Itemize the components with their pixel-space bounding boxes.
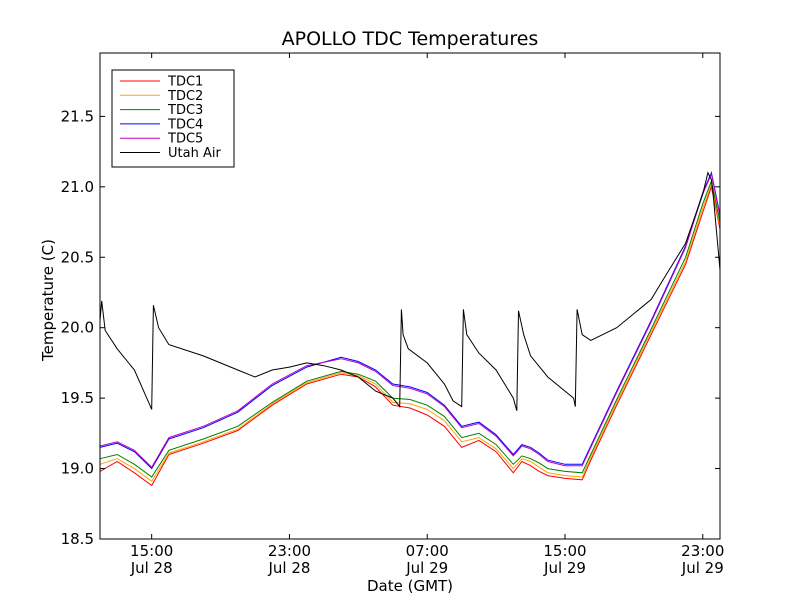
series-line-tdc3: [99, 179, 721, 478]
series-line-tdc4: [99, 171, 721, 470]
x-tick-date-label: Jul 28: [267, 559, 310, 577]
x-tick-date-label: Jul 28: [130, 559, 173, 577]
y-tick-label: 19.0: [61, 460, 94, 478]
x-tick-time-label: 15:00: [130, 542, 173, 560]
x-tick-date-label: Jul 29: [543, 559, 586, 577]
legend-box: [111, 69, 235, 168]
legend-label-tdc4: TDC4: [167, 117, 203, 132]
x-axis-label: Date (GMT): [367, 577, 453, 595]
y-tick-label: 20.0: [61, 319, 94, 337]
x-tick-time-label: 23:00: [681, 542, 724, 560]
legend-label-tdc3: TDC3: [167, 103, 203, 118]
y-tick-label: 20.5: [61, 248, 94, 266]
series-line-tdc1: [99, 184, 721, 487]
series-line-tdc2: [99, 182, 721, 482]
x-tick-time-label: 15:00: [543, 542, 586, 560]
legend-label-tdc5: TDC5: [167, 132, 203, 147]
y-tick-label: 21.0: [61, 178, 94, 196]
x-tick-time-label: 07:00: [406, 542, 449, 560]
plot-area-frame: [99, 52, 721, 540]
series-line-tdc5: [99, 172, 721, 469]
legend-label-utah-air: Utah Air: [168, 146, 221, 161]
x-tick-date-label: Jul 29: [405, 559, 448, 577]
series-layer: [99, 171, 721, 487]
y-tick-label: 18.5: [61, 530, 94, 548]
y-tick-label: 21.5: [61, 107, 94, 125]
chart-title: APOLLO TDC Temperatures: [282, 28, 539, 50]
series-line-utah-air: [99, 171, 721, 411]
legend-label-tdc1: TDC1: [167, 75, 203, 90]
x-tick-date-label: Jul 29: [681, 559, 724, 577]
y-axis-label: Temperature (C): [39, 239, 57, 362]
legend-label-tdc2: TDC2: [167, 89, 203, 104]
y-tick-label: 19.5: [61, 389, 94, 407]
x-tick-time-label: 23:00: [268, 542, 311, 560]
